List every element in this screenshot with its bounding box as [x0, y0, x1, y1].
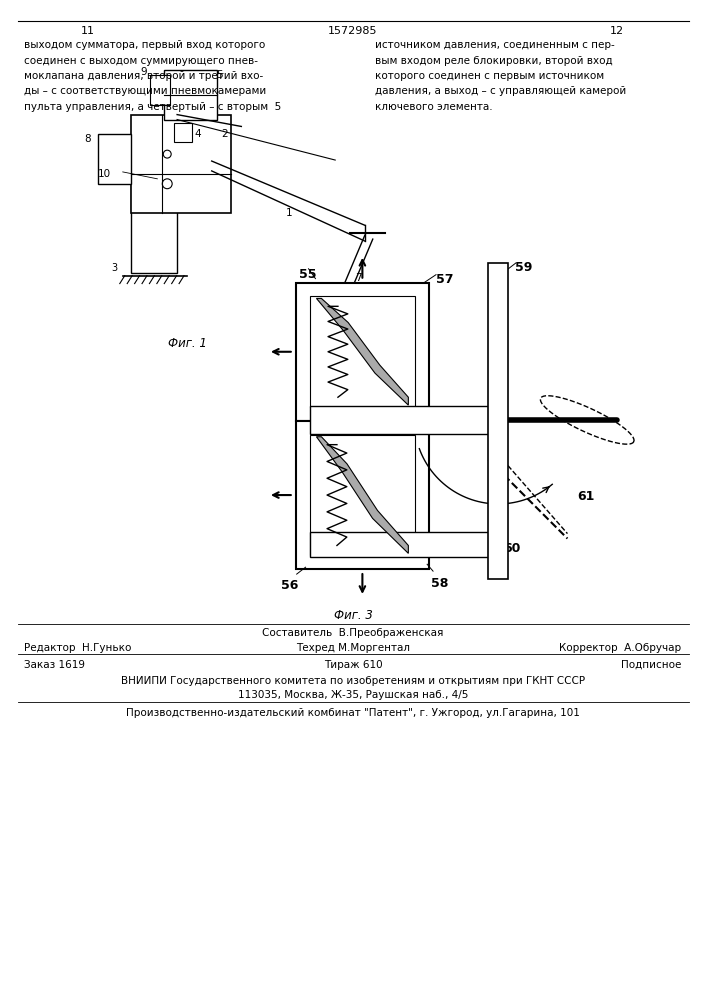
Text: 12: 12	[610, 26, 624, 36]
Text: 6: 6	[310, 332, 317, 342]
Polygon shape	[310, 296, 415, 407]
Polygon shape	[131, 115, 231, 213]
Text: 61: 61	[578, 490, 595, 503]
Polygon shape	[310, 406, 498, 434]
Polygon shape	[151, 75, 170, 105]
Text: 8: 8	[85, 134, 91, 144]
Text: 3: 3	[111, 263, 117, 273]
Text: Составитель  В.Преображенская: Составитель В.Преображенская	[262, 628, 444, 638]
Text: 56: 56	[281, 579, 298, 592]
Text: Фиг. 3: Фиг. 3	[334, 609, 373, 622]
Text: Подписное: Подписное	[621, 660, 681, 670]
Text: 113035, Москва, Ж-35, Раушская наб., 4/5: 113035, Москва, Ж-35, Раушская наб., 4/5	[238, 690, 468, 700]
Text: ды – с соответствующими пневмокамерами: ды – с соответствующими пневмокамерами	[24, 86, 266, 96]
Polygon shape	[489, 263, 508, 579]
Text: Корректор  А.Обручар: Корректор А.Обручар	[559, 643, 681, 653]
Text: моклапана давления, второй и третий вхо-: моклапана давления, второй и третий вхо-	[24, 71, 263, 81]
Polygon shape	[315, 316, 335, 332]
Text: 2: 2	[221, 129, 228, 139]
Polygon shape	[310, 532, 498, 557]
Polygon shape	[174, 123, 192, 142]
Polygon shape	[164, 70, 216, 120]
Text: 1: 1	[286, 208, 293, 218]
Text: Заказ 1619: Заказ 1619	[24, 660, 85, 670]
Circle shape	[163, 179, 173, 189]
Polygon shape	[98, 134, 131, 184]
Text: пульта управления, а четвертый – с вторым  5: пульта управления, а четвертый – с вторы…	[24, 102, 281, 112]
Polygon shape	[296, 283, 429, 421]
Text: ключевого элемента.: ключевого элемента.	[375, 102, 492, 112]
Polygon shape	[310, 435, 415, 555]
Text: Производственно-издательский комбинат "Патент", г. Ужгород, ул.Гагарина, 101: Производственно-издательский комбинат "П…	[126, 708, 580, 718]
Text: 4: 4	[195, 129, 201, 139]
Text: 55: 55	[298, 268, 316, 281]
Text: Фиг. 1: Фиг. 1	[168, 337, 206, 350]
Text: 59: 59	[515, 261, 532, 274]
Polygon shape	[317, 298, 409, 405]
Polygon shape	[296, 421, 429, 569]
Circle shape	[374, 316, 390, 332]
Text: Редактор  Н.Гунько: Редактор Н.Гунько	[24, 643, 132, 653]
Text: источником давления, соединенным с пер-: источником давления, соединенным с пер-	[375, 40, 614, 50]
Polygon shape	[317, 437, 409, 553]
Text: 5: 5	[216, 70, 223, 80]
Text: 7: 7	[355, 273, 361, 283]
Text: 58: 58	[431, 577, 448, 590]
Text: ВНИИПИ Государственного комитета по изобретениям и открытиям при ГКНТ СССР: ВНИИПИ Государственного комитета по изоб…	[121, 676, 585, 686]
Text: которого соединен с первым источником: которого соединен с первым источником	[375, 71, 604, 81]
Polygon shape	[131, 134, 177, 273]
Text: вым входом реле блокировки, второй вход: вым входом реле блокировки, второй вход	[375, 56, 612, 66]
Circle shape	[163, 150, 171, 158]
Text: 1572985: 1572985	[328, 26, 378, 36]
Text: соединен с выходом суммирующего пнев-: соединен с выходом суммирующего пнев-	[24, 56, 258, 66]
Text: 9: 9	[141, 67, 148, 77]
Text: Тираж 610: Тираж 610	[324, 660, 382, 670]
Text: 57: 57	[436, 273, 453, 286]
Text: давления, а выход – с управляющей камерой: давления, а выход – с управляющей камеро…	[375, 86, 626, 96]
Text: выходом сумматора, первый вход которого: выходом сумматора, первый вход которого	[24, 40, 265, 50]
Text: 11: 11	[81, 26, 95, 36]
Text: Техред М.Моргентал: Техред М.Моргентал	[296, 643, 410, 653]
Text: 60: 60	[503, 542, 520, 555]
Text: 10: 10	[98, 169, 111, 179]
